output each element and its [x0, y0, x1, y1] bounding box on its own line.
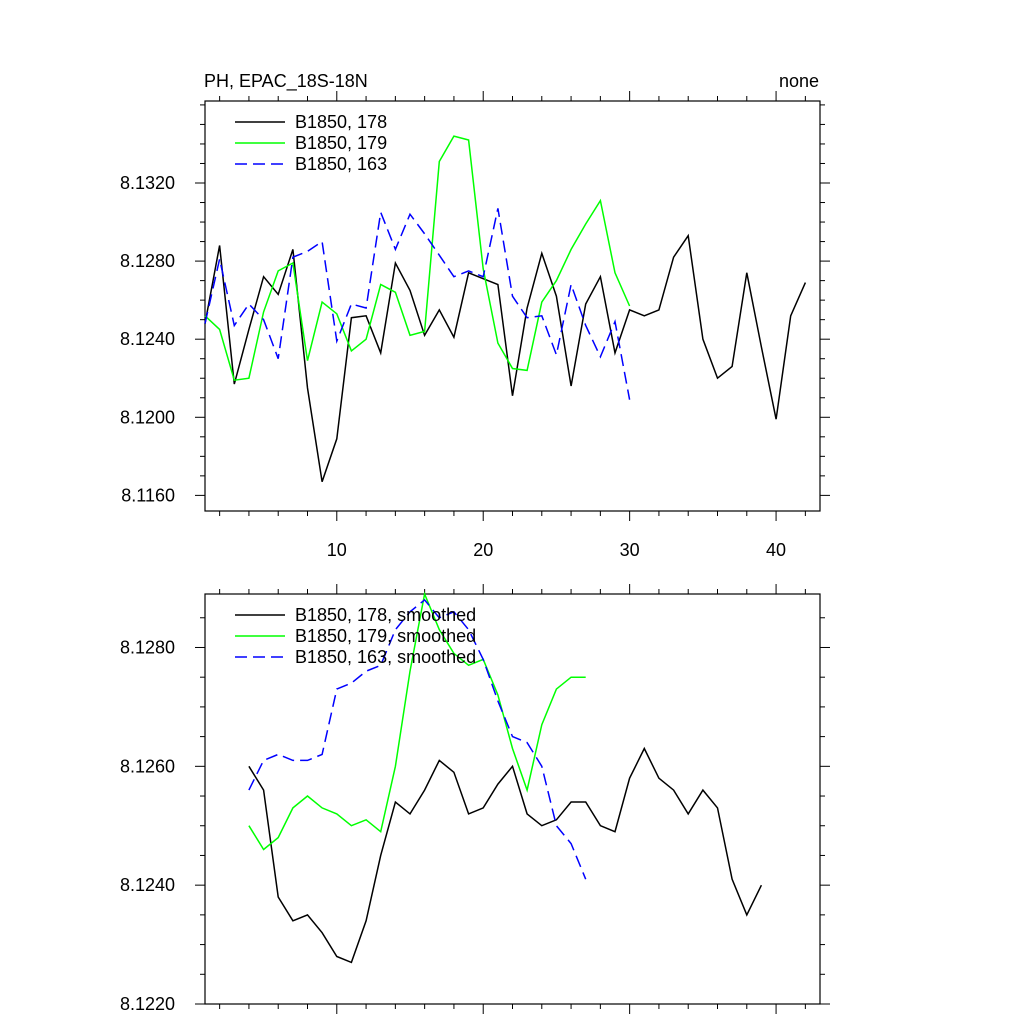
series-line	[248, 746, 763, 964]
series-line	[248, 591, 586, 851]
legend-label: B1850, 163, smoothed	[295, 647, 476, 667]
bottom-panel: 8.1220 8.1240 8.1260 8.1280 B1850, 178, smo…	[120, 584, 830, 1014]
chart-title: PH, EPAC_18S-18N	[204, 71, 368, 92]
series-line	[204, 233, 807, 482]
y-tick-label: 8.1160	[121, 485, 175, 505]
x-tick-label: 40	[766, 540, 786, 560]
bottom-series-group	[248, 591, 763, 964]
legend-label: B1850, 178	[295, 112, 387, 132]
series-line	[204, 135, 631, 382]
x-tick-label: 10	[327, 540, 347, 560]
legend-label: B1850, 178, smoothed	[295, 605, 476, 625]
y-tick-label: 8.1280	[120, 637, 175, 657]
y-tick-label: 8.1240	[120, 875, 175, 895]
y-tick-label: 8.1200	[120, 407, 175, 427]
x-tick-label: 20	[473, 540, 493, 560]
series-line	[204, 208, 631, 400]
bottom-axis-ticks: 8.1220 8.1240 8.1260 8.1280	[120, 584, 830, 1014]
legend-label: B1850, 179	[295, 133, 387, 153]
top-panel: PH, EPAC_18S-18N none 10 20 30 40 8.1160 8.12…	[120, 71, 830, 560]
chart-right-title: none	[779, 71, 819, 91]
legend-label: B1850, 179, smoothed	[295, 626, 476, 646]
top-axis-ticks: 10 20 30 40 8.1160 8.1200 8.1240 8.1280 8.1320	[120, 91, 830, 560]
y-tick-label: 8.1320	[120, 173, 175, 193]
y-tick-label: 8.1220	[120, 994, 175, 1014]
x-tick-label: 30	[620, 540, 640, 560]
legend-label: B1850, 163	[295, 154, 387, 174]
y-tick-label: 8.1260	[120, 756, 175, 776]
y-tick-label: 8.1280	[120, 251, 175, 271]
top-series-group	[204, 135, 807, 482]
y-tick-label: 8.1240	[120, 329, 175, 349]
series-line	[248, 598, 587, 880]
